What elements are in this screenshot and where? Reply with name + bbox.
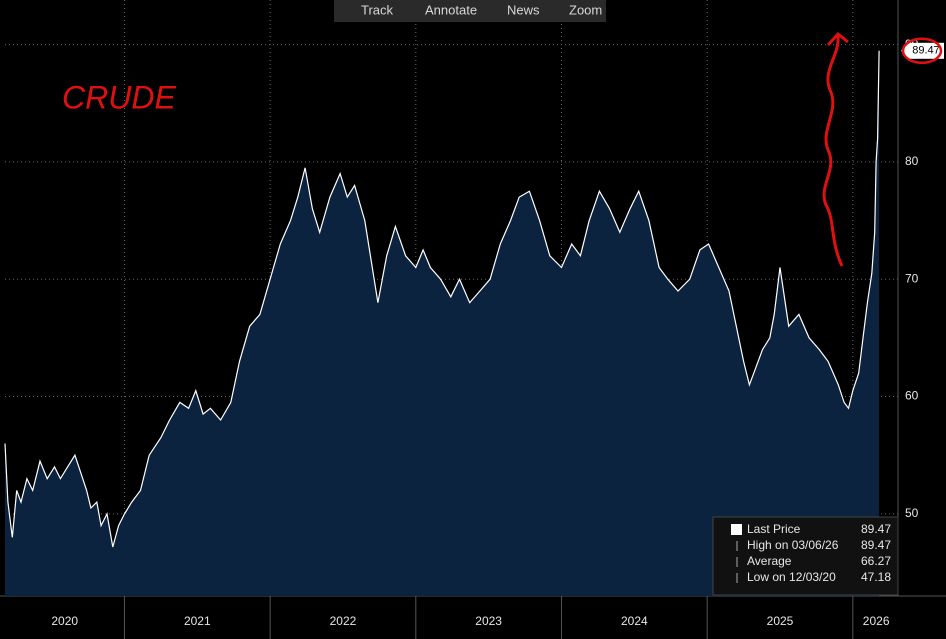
y-tick-label: 50 bbox=[905, 506, 919, 520]
tool-zoom[interactable]: Zoom bbox=[569, 2, 602, 17]
y-tick-label: 80 bbox=[905, 154, 919, 168]
x-tick-label: 2020 bbox=[51, 614, 78, 628]
toolbar-bg bbox=[334, 0, 606, 22]
annotation: CRUDE bbox=[62, 79, 176, 115]
stat-value: 66.27 bbox=[861, 554, 891, 568]
legend-swatch bbox=[731, 524, 742, 535]
toolbar[interactable]: Track Annotate News Zoom bbox=[334, 0, 606, 22]
stat-label: Low on 12/03/20 bbox=[747, 570, 836, 584]
price-tag-label: 89.47 bbox=[912, 45, 940, 57]
y-tick-label: 60 bbox=[905, 389, 919, 403]
stat-label: Average bbox=[747, 554, 792, 568]
price-tag bbox=[908, 42, 944, 59]
tool-news[interactable]: News bbox=[507, 2, 540, 17]
tool-annotate[interactable]: Annotate bbox=[425, 2, 477, 17]
legend-label: Last Price bbox=[747, 522, 801, 536]
area bbox=[5, 50, 880, 597]
x-tick-label: 2021 bbox=[184, 614, 211, 628]
tool-track[interactable]: Track bbox=[361, 2, 394, 17]
annotation-arrow bbox=[822, 31, 849, 267]
x-tick-label: 2024 bbox=[621, 614, 648, 628]
annotation-circle bbox=[901, 37, 943, 65]
line bbox=[4, 50, 880, 548]
x-tick-label: 2023 bbox=[475, 614, 502, 628]
x-tick-label: 2025 bbox=[767, 614, 794, 628]
x-tick-label: 2026 bbox=[863, 614, 890, 628]
legend-value: 89.47 bbox=[861, 522, 891, 536]
legend: Last Price 89.47 High on 03/06/26 89.47 Aver… bbox=[712, 516, 899, 596]
price-tag-arrow bbox=[901, 42, 908, 59]
y-tick-label: 70 bbox=[905, 271, 919, 285]
legend-bg bbox=[712, 516, 899, 596]
stat-value: 47.18 bbox=[861, 570, 891, 584]
stat-value: 89.47 bbox=[861, 538, 891, 552]
x-tick-label: 2022 bbox=[330, 614, 357, 628]
stat-label: High on 03/06/26 bbox=[747, 538, 839, 552]
